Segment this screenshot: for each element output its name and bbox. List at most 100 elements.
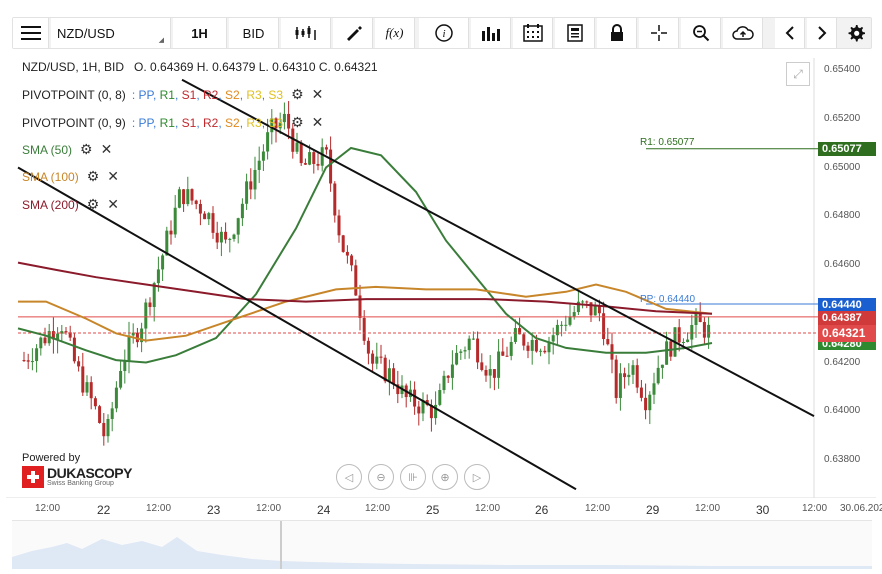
- symbol-label: NZD/USD: [57, 25, 115, 41]
- candle-body: [203, 213, 207, 220]
- candle-body: [30, 361, 34, 363]
- lock-icon[interactable]: [597, 18, 637, 48]
- candle-body: [396, 384, 400, 395]
- candle-body: [522, 334, 526, 346]
- candles-icon[interactable]: [281, 18, 331, 48]
- ohlc-readout: NZD/USD, 1H, BID O. 0.64369 H. 0.64379 L…: [22, 60, 378, 74]
- candle-body: [123, 360, 127, 371]
- candle-body: [350, 255, 354, 266]
- candle-body: [530, 339, 534, 351]
- candle-body: [543, 350, 547, 353]
- time-tick-label: 12:00: [146, 503, 172, 514]
- candle-body: [560, 324, 564, 326]
- time-tick-label: 22: [97, 503, 111, 517]
- candle-body: [337, 215, 341, 236]
- candle-body: [568, 316, 572, 325]
- candle-body: [589, 302, 593, 316]
- svg-text:i: i: [442, 28, 445, 40]
- candle-body: [677, 327, 681, 343]
- candle-body: [429, 404, 433, 419]
- zoom-out-icon[interactable]: ⊖: [368, 464, 394, 490]
- reset-view-icon[interactable]: ⊪: [400, 464, 426, 490]
- candle-body: [198, 204, 202, 214]
- red-price-tag: 0.64387: [818, 311, 876, 325]
- indicator-label: PIVOTPOINT (0, 8): [22, 87, 126, 102]
- price-chart[interactable]: [0, 58, 882, 498]
- bars-icon[interactable]: [471, 18, 511, 48]
- candle-body: [635, 365, 639, 388]
- candle-body: [358, 295, 362, 318]
- calendar-icon[interactable]: [513, 18, 553, 48]
- cloud-upload-icon[interactable]: [723, 18, 763, 48]
- candle-body: [492, 369, 496, 378]
- candle-body: [375, 356, 379, 364]
- prev-icon[interactable]: [775, 18, 805, 48]
- price-tick-label: 0.63800: [824, 454, 861, 465]
- price-tick-label: 0.64800: [824, 210, 861, 222]
- candle-body: [434, 404, 438, 419]
- news-icon[interactable]: [555, 18, 595, 48]
- price-tick-label: 0.64200: [824, 356, 861, 368]
- hamburger-menu-icon[interactable]: [13, 18, 49, 48]
- zoom-icon[interactable]: [681, 18, 721, 48]
- candle-body: [68, 332, 72, 338]
- candle-body: [64, 331, 68, 333]
- settings-gear-icon[interactable]: ⚙: [291, 86, 304, 102]
- candle-body: [232, 234, 236, 239]
- candle-body: [169, 230, 173, 235]
- candle-body: [627, 374, 631, 378]
- settings-gear-icon[interactable]: ⚙: [86, 196, 100, 212]
- info-icon[interactable]: i: [419, 18, 469, 48]
- candle-body: [455, 352, 459, 365]
- close-icon[interactable]: ✕: [311, 86, 324, 102]
- candle-body: [43, 337, 47, 344]
- candle-body: [299, 142, 303, 164]
- scroll-left-icon[interactable]: ◁: [336, 464, 362, 490]
- settings-gear-icon[interactable]: ⚙: [80, 141, 93, 157]
- time-tick-label: 25: [426, 503, 440, 517]
- dukascopy-brand: Powered by DUKASCOPY Swiss Banking Group: [22, 452, 132, 488]
- candle-body: [438, 390, 442, 405]
- close-icon[interactable]: ✕: [100, 141, 113, 157]
- indicator-levels: : PP, R1, S1, R2, S2, R3, S3: [131, 115, 284, 130]
- settings-gear-icon[interactable]: ⚙: [291, 114, 304, 130]
- close-icon[interactable]: ✕: [311, 114, 324, 130]
- zoom-in-icon[interactable]: ⊕: [432, 464, 458, 490]
- pp-price-tag: 0.64440: [818, 298, 876, 312]
- toolbar: NZD/USD ◢ 1H BID f(x) i: [0, 0, 882, 58]
- price-tick-label: 0.64000: [824, 405, 861, 417]
- candle-body: [140, 328, 144, 343]
- candle-body: [345, 251, 349, 256]
- draw-icon[interactable]: [333, 18, 373, 48]
- candle-body: [119, 370, 123, 388]
- indicator-label: SMA (50): [22, 142, 73, 157]
- time-tick-label: 12:00: [802, 503, 828, 514]
- gear-icon[interactable]: [841, 18, 871, 48]
- r1-label: R1: 0.65077: [640, 137, 695, 148]
- brand-tagline: Swiss Banking Group: [47, 480, 114, 487]
- candle-body: [98, 406, 102, 423]
- close-icon[interactable]: ✕: [107, 196, 119, 212]
- candle-body: [648, 394, 652, 411]
- scroll-right-icon[interactable]: ▷: [464, 464, 490, 490]
- settings-gear-icon[interactable]: ⚙: [86, 168, 100, 184]
- price-tick-label: 0.65000: [824, 161, 861, 173]
- timeframe-select[interactable]: 1H: [173, 18, 227, 48]
- candle-body: [56, 333, 60, 340]
- close-icon[interactable]: ✕: [107, 168, 119, 184]
- candle-body: [450, 364, 454, 378]
- candle-body: [253, 169, 257, 190]
- overview-navigator[interactable]: [12, 520, 872, 569]
- crosshair-icon[interactable]: [639, 18, 679, 48]
- candle-body: [593, 306, 597, 316]
- candle-body: [287, 113, 291, 129]
- next-icon[interactable]: [807, 18, 837, 48]
- candle-body: [585, 301, 589, 303]
- symbol-select[interactable]: NZD/USD ◢: [51, 18, 171, 48]
- expand-icon[interactable]: ⤢: [786, 62, 810, 86]
- price-side-select[interactable]: BID: [229, 18, 279, 48]
- candle-body: [102, 422, 106, 437]
- function-icon[interactable]: f(x): [375, 18, 415, 48]
- time-tick-label: 12:00: [475, 503, 501, 514]
- candle-body: [417, 406, 421, 414]
